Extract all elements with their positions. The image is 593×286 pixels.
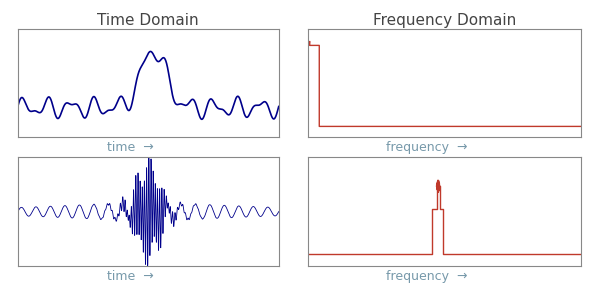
Text: Frequency Domain: Frequency Domain xyxy=(373,13,517,28)
Text: time  →: time → xyxy=(107,270,154,283)
Text: frequency  →: frequency → xyxy=(386,142,468,154)
Text: time  →: time → xyxy=(107,142,154,154)
Text: frequency  →: frequency → xyxy=(386,270,468,283)
Text: Time Domain: Time Domain xyxy=(97,13,199,28)
